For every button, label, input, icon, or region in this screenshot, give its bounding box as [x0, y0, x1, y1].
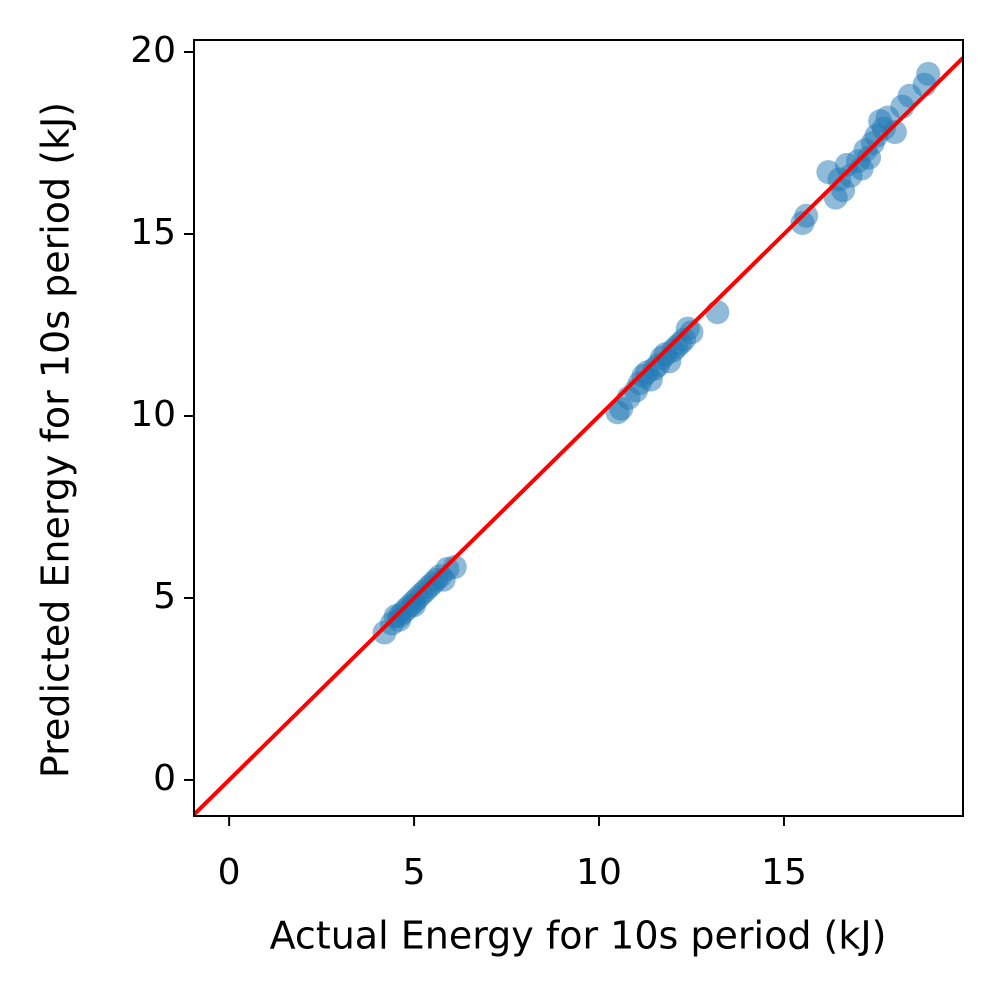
y-axis-label: Predicted Energy for 10s period (kJ)	[34, 102, 78, 778]
x-tick-label: 5	[403, 852, 426, 893]
point	[794, 203, 819, 228]
x-axis-label: Actual Energy for 10s period (kJ)	[270, 914, 887, 958]
y-tick-label: 0	[153, 758, 176, 799]
point	[916, 61, 941, 86]
x-tick-label: 10	[576, 852, 622, 893]
y-tick-label: 15	[130, 212, 176, 253]
point	[705, 300, 730, 325]
reference-line	[194, 56, 963, 816]
y-tick-label: 20	[130, 30, 176, 71]
x-tick-label: 0	[218, 852, 241, 893]
y-tick-label: 5	[153, 576, 176, 617]
point	[679, 320, 704, 345]
x-tick-label: 15	[761, 852, 807, 893]
point	[402, 593, 427, 618]
point	[882, 120, 907, 145]
plot-area	[194, 56, 963, 816]
y-tick-label: 10	[130, 394, 176, 435]
axes-frame	[193, 39, 964, 817]
